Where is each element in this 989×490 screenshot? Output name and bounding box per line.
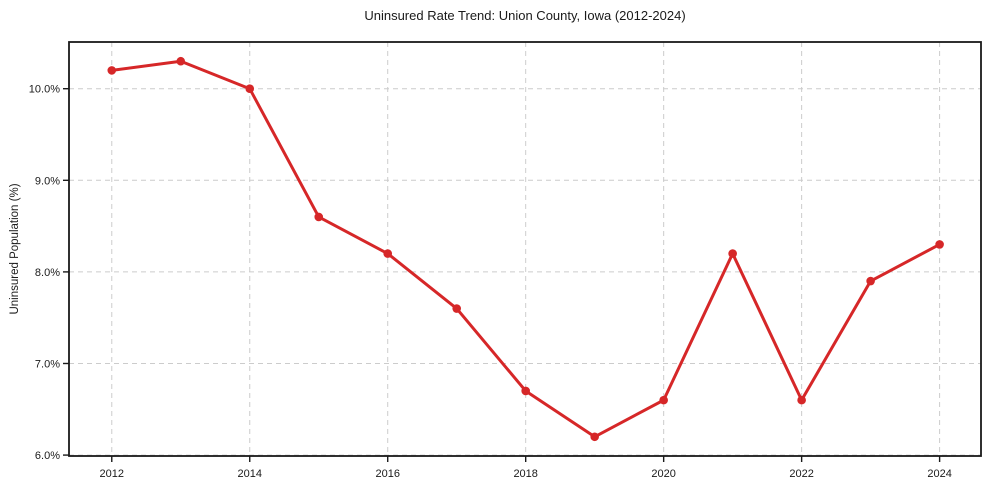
data-point-marker bbox=[797, 395, 806, 405]
plot-frame bbox=[68, 41, 982, 457]
x-tick-label: 2014 bbox=[238, 468, 262, 480]
data-point-marker bbox=[521, 386, 530, 396]
y-tick-label: 6.0% bbox=[35, 450, 60, 462]
data-point-marker bbox=[383, 249, 393, 258]
x-tick-label: 2020 bbox=[651, 468, 675, 480]
data-point-marker bbox=[935, 240, 944, 249]
x-tick-label: 2018 bbox=[513, 468, 537, 480]
data-point-marker bbox=[107, 66, 117, 75]
data-point-marker bbox=[659, 395, 668, 405]
x-tick-label: 2012 bbox=[100, 468, 124, 480]
data-point-marker bbox=[176, 56, 186, 66]
y-tick-label: 9.0% bbox=[35, 175, 60, 187]
data-point-marker bbox=[728, 249, 737, 258]
y-tick-label: 10.0% bbox=[29, 84, 60, 96]
x-tick-label: 2016 bbox=[375, 468, 399, 480]
chart-title: Uninsured Rate Trend: Union County, Iowa… bbox=[364, 8, 686, 23]
data-point-marker bbox=[590, 432, 599, 442]
x-tick-label: 2022 bbox=[789, 468, 813, 480]
x-tick-label: 2024 bbox=[927, 468, 951, 480]
data-point-marker bbox=[452, 304, 462, 313]
data-point-marker bbox=[314, 212, 324, 222]
data-point-marker bbox=[866, 276, 875, 286]
data-point-marker bbox=[245, 84, 255, 94]
y-tick-label: 8.0% bbox=[35, 267, 60, 279]
y-tick-label: 7.0% bbox=[35, 358, 60, 370]
